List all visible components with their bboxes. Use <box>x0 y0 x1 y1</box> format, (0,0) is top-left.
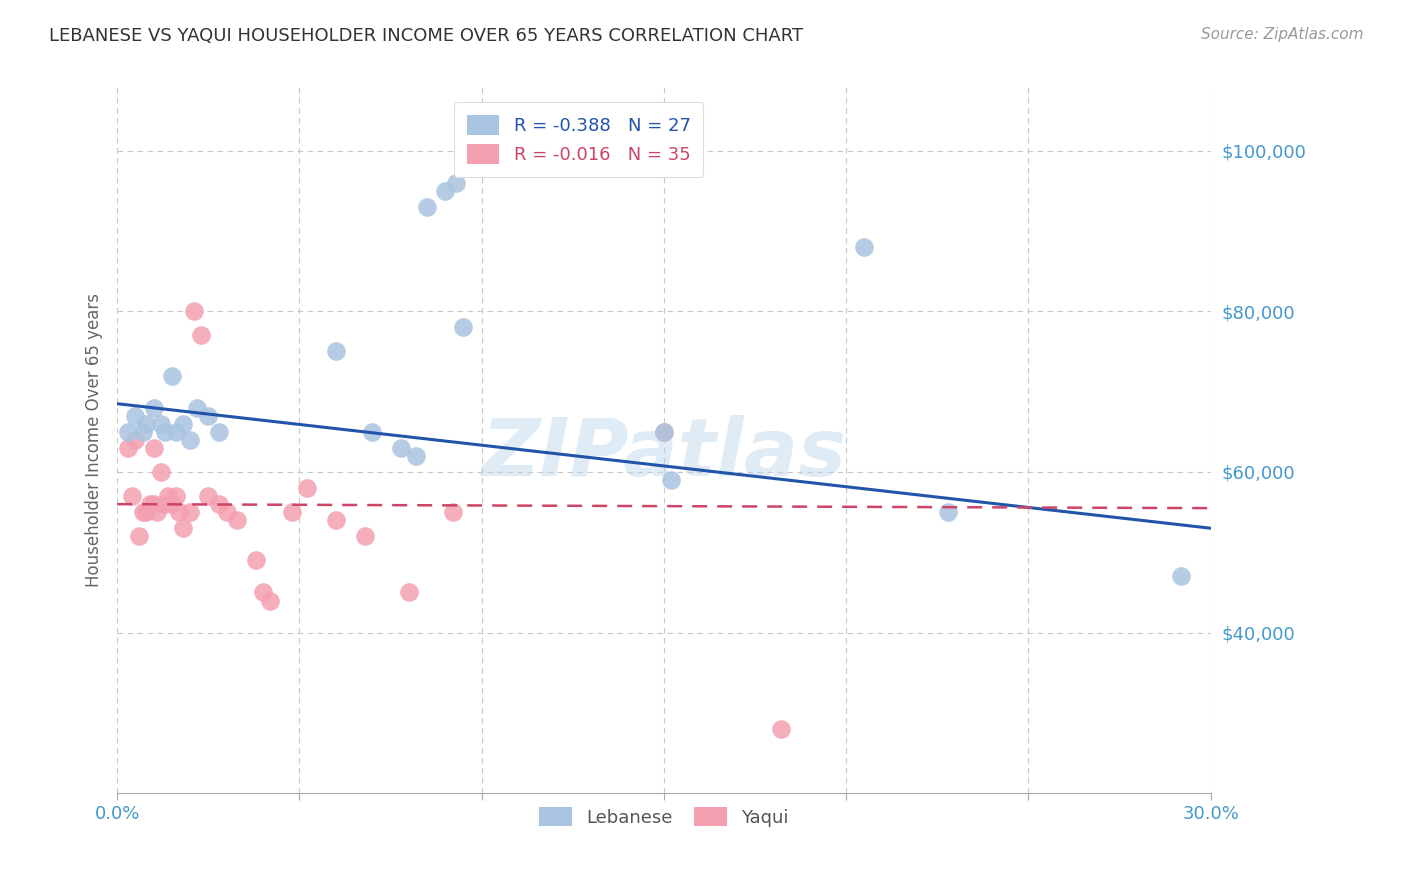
Point <box>160 497 183 511</box>
Point <box>124 433 146 447</box>
Point <box>453 320 475 334</box>
Point <box>165 489 187 503</box>
Point <box>281 505 304 519</box>
Point <box>936 505 959 519</box>
Point <box>652 425 675 439</box>
Point <box>157 489 180 503</box>
Point <box>416 200 439 214</box>
Point <box>197 489 219 503</box>
Point <box>208 425 231 439</box>
Point <box>121 489 143 503</box>
Point <box>226 513 249 527</box>
Point <box>172 521 194 535</box>
Point <box>659 473 682 487</box>
Point <box>434 184 457 198</box>
Point <box>444 176 467 190</box>
Point <box>183 304 205 318</box>
Point <box>179 433 201 447</box>
Point <box>405 449 427 463</box>
Point <box>391 441 413 455</box>
Point <box>652 425 675 439</box>
Point <box>149 465 172 479</box>
Point <box>186 401 208 415</box>
Point <box>172 417 194 431</box>
Point <box>245 553 267 567</box>
Point <box>160 368 183 383</box>
Point <box>769 722 792 736</box>
Point <box>1170 569 1192 583</box>
Point <box>135 417 157 431</box>
Point <box>441 505 464 519</box>
Point <box>179 505 201 519</box>
Point <box>325 513 347 527</box>
Point <box>131 505 153 519</box>
Point <box>149 417 172 431</box>
Text: Source: ZipAtlas.com: Source: ZipAtlas.com <box>1201 27 1364 42</box>
Point <box>354 529 377 543</box>
Point <box>190 328 212 343</box>
Point <box>215 505 238 519</box>
Text: ZIPatlas: ZIPatlas <box>481 415 846 493</box>
Point <box>128 529 150 543</box>
Point <box>295 481 318 495</box>
Point <box>142 441 165 455</box>
Point <box>325 344 347 359</box>
Point <box>208 497 231 511</box>
Point <box>135 505 157 519</box>
Point <box>361 425 384 439</box>
Point <box>853 240 876 254</box>
Point <box>259 593 281 607</box>
Text: LEBANESE VS YAQUI HOUSEHOLDER INCOME OVER 65 YEARS CORRELATION CHART: LEBANESE VS YAQUI HOUSEHOLDER INCOME OVE… <box>49 27 803 45</box>
Point <box>252 585 274 599</box>
Point <box>142 401 165 415</box>
Point <box>117 441 139 455</box>
Point <box>153 497 176 511</box>
Point <box>139 497 162 511</box>
Point <box>124 409 146 423</box>
Point <box>117 425 139 439</box>
Y-axis label: Householder Income Over 65 years: Householder Income Over 65 years <box>86 293 103 587</box>
Point <box>398 585 420 599</box>
Point <box>131 425 153 439</box>
Legend: Lebanese, Yaqui: Lebanese, Yaqui <box>531 799 796 834</box>
Point <box>165 425 187 439</box>
Point <box>197 409 219 423</box>
Point <box>153 425 176 439</box>
Point <box>146 505 169 519</box>
Point <box>142 497 165 511</box>
Point <box>167 505 190 519</box>
